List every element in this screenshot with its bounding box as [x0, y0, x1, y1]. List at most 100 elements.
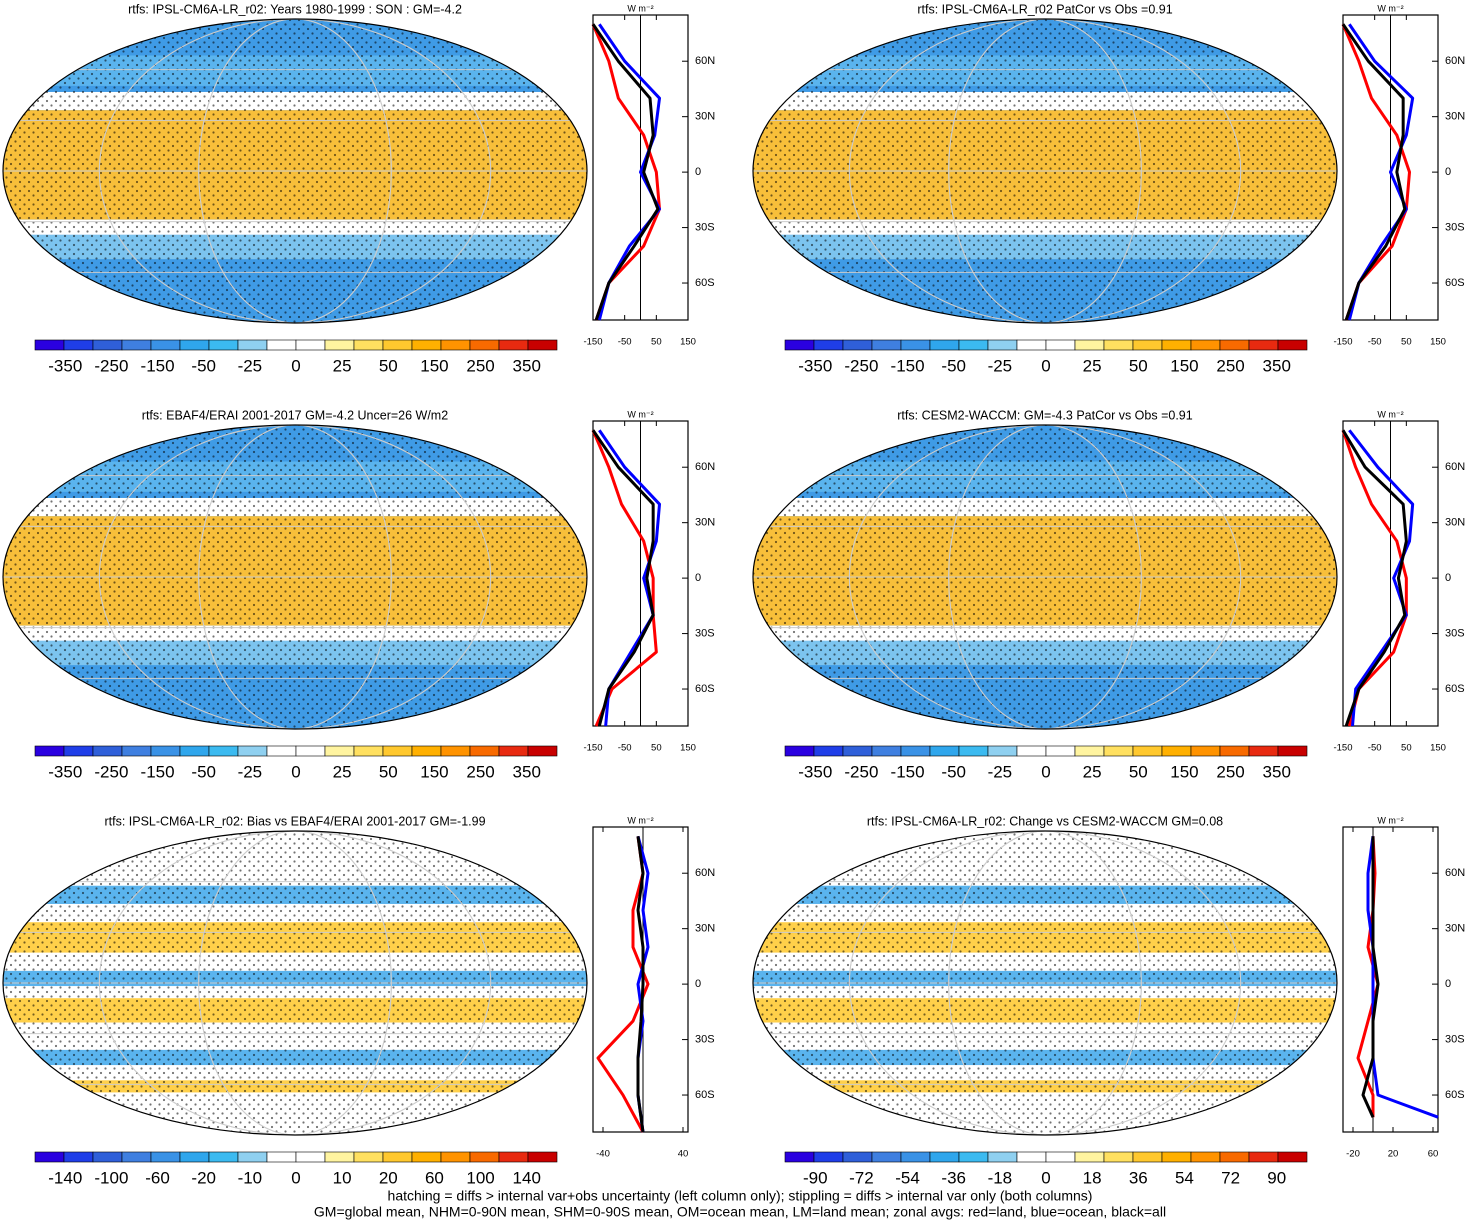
y-tick-label: 60S: [695, 683, 715, 695]
colorbar-label: 350: [513, 762, 541, 781]
colorbar-label: 36: [1129, 1168, 1148, 1187]
x-tick-label: 150: [1430, 743, 1446, 754]
colorbar-label: -250: [844, 356, 878, 375]
colorbar-box: [1219, 745, 1250, 757]
colorbar-label: -18: [988, 1168, 1013, 1187]
colorbar-box: [440, 1151, 471, 1163]
y-tick-label: 0: [695, 572, 701, 584]
x-tick-label: -150: [583, 743, 602, 754]
colorbar-label: -350: [798, 762, 832, 781]
x-tick-label: 40: [678, 1149, 689, 1160]
colorbar-box: [179, 745, 210, 757]
colorbar-box: [1219, 1151, 1250, 1163]
map-meridian: [98, 19, 492, 323]
colorbar-label: -25: [238, 356, 263, 375]
zonal-line: [636, 836, 645, 1133]
colorbar-label: -60: [145, 1168, 170, 1187]
x-tick-label: 50: [1401, 337, 1412, 348]
colorbar-box: [469, 745, 500, 757]
map: [3, 425, 587, 729]
map-meridian: [948, 831, 1142, 1135]
footer-line: GM=global mean, NHM=0-90N mean, SHM=0-90…: [314, 1204, 1166, 1220]
y-tick-label: 60S: [1445, 683, 1465, 695]
y-tick-label: 30N: [1445, 517, 1465, 529]
colorbar-box: [295, 339, 326, 351]
colorbar-box: [1248, 339, 1279, 351]
colorbar-box: [469, 1151, 500, 1163]
colorbar-label: 60: [425, 1168, 444, 1187]
y-tick-label: 30S: [695, 221, 715, 233]
colorbar-box: [34, 339, 65, 351]
y-tick-label: 60S: [695, 1089, 715, 1101]
colorbar-box: [92, 1151, 123, 1163]
colorbar-box: [1016, 1151, 1047, 1163]
colorbar-label: -100: [94, 1168, 128, 1187]
colorbar-box: [1161, 339, 1192, 351]
map-meridian: [848, 425, 1242, 729]
x-tick-label: -50: [618, 337, 632, 348]
colorbar-label: -25: [238, 762, 263, 781]
x-tick-label: 50: [1401, 743, 1412, 754]
colorbar-box: [1132, 1151, 1163, 1163]
footer-line: hatching = diffs > internal var+obs unce…: [388, 1188, 1093, 1204]
colorbar-box: [266, 1151, 297, 1163]
stipple: [753, 425, 1337, 729]
colorbar-box: [1190, 339, 1221, 351]
colorbar-box: [958, 1151, 989, 1163]
map: [753, 19, 1337, 323]
y-tick-label: 60N: [1445, 867, 1465, 879]
zonal-frame: [592, 826, 689, 1133]
colorbar-box: [784, 339, 815, 351]
colorbar-box: [411, 339, 442, 351]
colorbar-label: 250: [466, 762, 494, 781]
colorbar-box: [324, 745, 355, 757]
colorbar-label: -250: [844, 762, 878, 781]
colorbar-label: 25: [1083, 356, 1102, 375]
stipple: [3, 831, 587, 1135]
colorbar-box: [324, 339, 355, 351]
colorbar-label: 150: [420, 762, 448, 781]
colorbar-box: [1045, 745, 1076, 757]
panel-title: rtfs: EBAF4/ERAI 2001-2017 GM=-4.2 Uncer…: [142, 408, 448, 422]
colorbar-box: [1190, 745, 1221, 757]
colorbar-label: 140: [513, 1168, 541, 1187]
zonal-line: [1347, 23, 1415, 321]
colorbar-label: -350: [48, 762, 82, 781]
colorbar-box: [208, 1151, 239, 1163]
colorbar-box: [150, 1151, 181, 1163]
colorbar-box: [34, 745, 65, 757]
colorbar-label: 250: [1216, 356, 1244, 375]
zonal-line: [591, 429, 655, 727]
y-tick-label: 30S: [1445, 221, 1465, 233]
colorbar-label: -150: [141, 356, 175, 375]
colorbar-box: [900, 1151, 931, 1163]
colorbar-label: 250: [466, 356, 494, 375]
colorbar-box: [92, 339, 123, 351]
y-tick-label: 30N: [695, 111, 715, 123]
colorbar-box: [784, 745, 815, 757]
colorbar-label: 25: [333, 356, 352, 375]
colorbar-box: [353, 745, 384, 757]
y-tick-label: 0: [695, 166, 701, 178]
y-tick-label: 60S: [1445, 1089, 1465, 1101]
colorbar-box: [237, 1151, 268, 1163]
colorbar-box: [382, 339, 413, 351]
map: [3, 831, 587, 1135]
y-tick-label: 30S: [1445, 1033, 1465, 1045]
colorbar-box: [1103, 1151, 1134, 1163]
colorbar-box: [237, 745, 268, 757]
colorbar-box: [958, 745, 989, 757]
colorbar-box: [1219, 339, 1250, 351]
colorbar-box: [1016, 745, 1047, 757]
colorbar-label: 150: [420, 356, 448, 375]
map-border: [752, 830, 1338, 1136]
stipple: [753, 831, 1337, 1135]
colorbar-box: [237, 339, 268, 351]
x-tick-label: -150: [583, 337, 602, 348]
colorbar-label: -25: [988, 356, 1013, 375]
colorbar-box: [1190, 1151, 1221, 1163]
colorbar-box: [411, 745, 442, 757]
map-meridian: [198, 19, 392, 323]
colorbar-box: [987, 1151, 1018, 1163]
units-label: W m⁻²: [1377, 409, 1403, 419]
